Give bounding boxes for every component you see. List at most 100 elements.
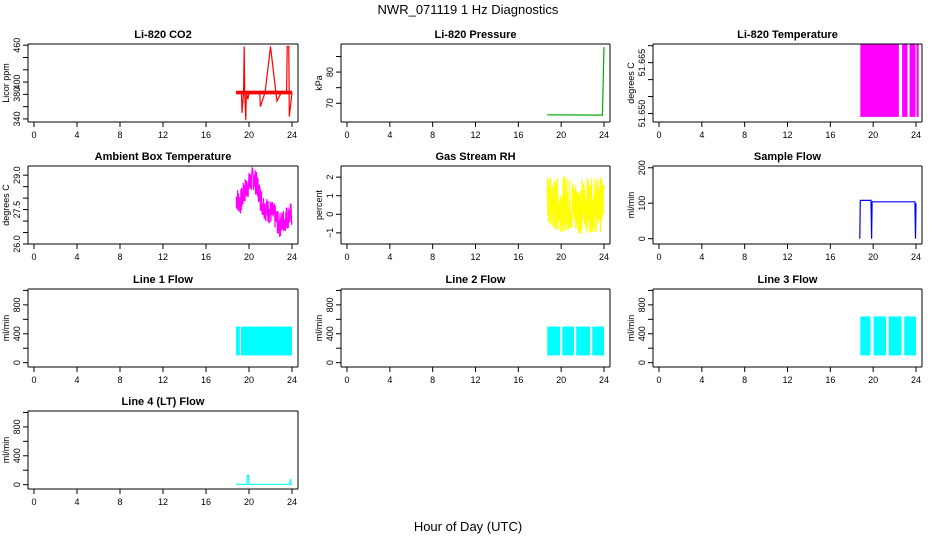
x-tick-label: 4 (387, 252, 392, 262)
panel: Li-820 Temperature 0 4 8 12 16 20 24 51.650 51.66… (626, 29, 923, 140)
y-tick-label: 400 (12, 448, 22, 463)
x-tick-label: 20 (868, 252, 878, 262)
x-tick-label: 24 (287, 252, 297, 262)
data-band (592, 326, 604, 356)
panel-title: Line 3 Flow (758, 274, 818, 286)
data-band (860, 44, 899, 117)
x-tick-label: 0 (31, 252, 36, 262)
x-tick-label: 12 (158, 497, 168, 507)
data-band (236, 326, 240, 356)
x-tick-label: 24 (599, 375, 609, 385)
y-tick-label: 0 (325, 212, 335, 217)
data-band (888, 316, 902, 356)
x-tick-label: 24 (911, 130, 921, 140)
data-band (873, 316, 887, 356)
y-tick-label: 800 (325, 297, 335, 312)
y-axis-label: ml/min (626, 315, 636, 342)
x-tick-label: 16 (825, 375, 835, 385)
y-tick-label: 2 (325, 175, 335, 180)
x-tick-label: 4 (387, 130, 392, 140)
x-tick-label: 16 (201, 252, 211, 262)
x-tick-label: 12 (470, 375, 480, 385)
x-tick-label: 0 (656, 375, 661, 385)
y-tick-label: 800 (12, 297, 22, 312)
y-tick-label: 27.5 (12, 201, 22, 219)
data-band (576, 326, 591, 356)
y-tick-label: 0 (637, 360, 647, 365)
data-series-line (859, 199, 917, 239)
panel-title: Ambient Box Temperature (95, 151, 232, 163)
panel-title: Sample Flow (754, 151, 822, 163)
y-axis-label: percent (314, 189, 324, 220)
x-tick-label: 0 (344, 130, 349, 140)
y-tick-label: 380 (12, 87, 22, 102)
y-axis-label: ml/min (1, 315, 11, 342)
x-tick-label: 12 (470, 252, 480, 262)
data-band (562, 326, 575, 356)
panel-title: Li-820 CO2 (134, 29, 191, 41)
x-tick-label: 8 (430, 130, 435, 140)
y-axis-label: degrees C (1, 184, 11, 226)
data-band (909, 44, 916, 117)
series (547, 47, 605, 116)
y-tick-label: 26.0 (12, 235, 22, 253)
panel-title: Line 4 (LT) Flow (122, 396, 205, 408)
y-tick-label: 800 (637, 297, 647, 312)
data-band (902, 44, 908, 117)
x-axis-label: Hour of Day (UTC) (414, 519, 522, 534)
x-tick-label: 0 (31, 130, 36, 140)
x-tick-label: 24 (287, 130, 297, 140)
panel-title: Li-820 Pressure (435, 29, 517, 41)
x-tick-label: 24 (911, 375, 921, 385)
y-tick-label: −1 (325, 228, 335, 238)
data-series-line (236, 45, 293, 121)
x-tick-label: 4 (74, 497, 79, 507)
x-tick-label: 4 (387, 375, 392, 385)
y-axis-label: kPa (314, 75, 324, 91)
panel: Ambient Box Temperature 0 4 8 12 16 20 24 26.0 27… (1, 151, 299, 262)
y-tick-label: 80 (325, 67, 335, 77)
y-axis-label: ml/min (1, 437, 11, 464)
data-series-line (546, 175, 605, 235)
data-series-line (235, 167, 293, 238)
x-tick-label: 16 (825, 130, 835, 140)
x-tick-label: 20 (244, 252, 254, 262)
x-tick-label: 8 (117, 375, 122, 385)
x-tick-label: 0 (344, 252, 349, 262)
panel-title: Gas Stream RH (435, 151, 515, 163)
x-tick-label: 20 (556, 130, 566, 140)
x-tick-label: 24 (599, 130, 609, 140)
x-tick-label: 20 (556, 252, 566, 262)
y-tick-label: 51.665 (637, 49, 647, 77)
x-tick-label: 4 (74, 252, 79, 262)
panel-title: Li-820 Temperature (737, 29, 838, 41)
x-tick-label: 24 (911, 252, 921, 262)
y-tick-label: 70 (325, 98, 335, 108)
x-tick-label: 12 (158, 130, 168, 140)
x-tick-label: 8 (742, 375, 747, 385)
x-tick-label: 8 (742, 252, 747, 262)
x-tick-label: 8 (117, 497, 122, 507)
y-tick-label: 29.0 (12, 166, 22, 184)
x-tick-label: 16 (825, 252, 835, 262)
series (546, 175, 605, 235)
y-tick-label: 0 (12, 360, 22, 365)
x-tick-label: 4 (699, 375, 704, 385)
x-tick-label: 0 (656, 252, 661, 262)
x-tick-label: 12 (782, 375, 792, 385)
series (235, 167, 293, 238)
y-tick-label: 0 (12, 482, 22, 487)
y-tick-label: 340 (12, 111, 22, 126)
x-tick-label: 20 (556, 375, 566, 385)
x-tick-label: 8 (117, 252, 122, 262)
x-tick-label: 16 (513, 130, 523, 140)
x-tick-label: 16 (201, 497, 211, 507)
series (547, 326, 604, 356)
figure-title: NWR_071119 1 Hz Diagnostics (378, 2, 559, 17)
